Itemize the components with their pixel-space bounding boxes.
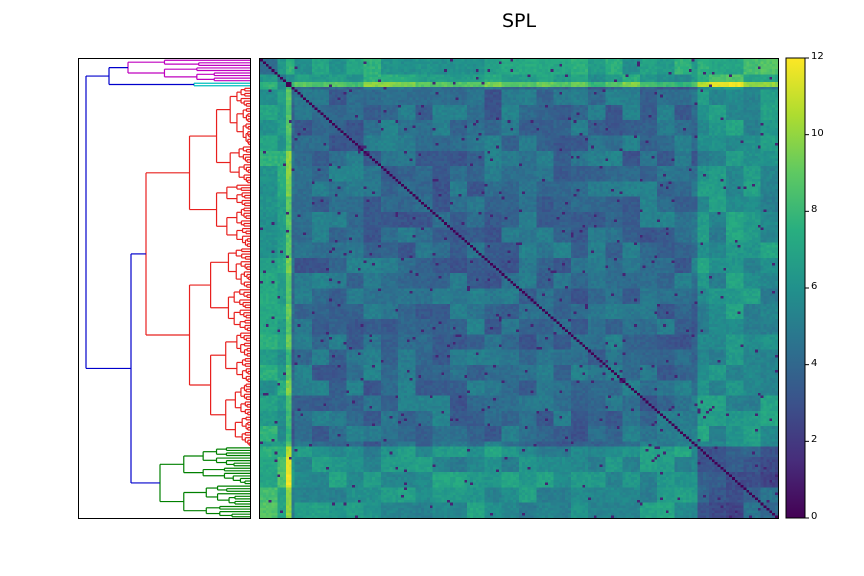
colorbar-tick-label: 2 (811, 434, 818, 446)
colorbar-tick-label: 0 (811, 511, 818, 522)
chart-title: SPL (501, 10, 537, 32)
heatmap-frame (259, 58, 779, 519)
colorbar-tick-label: 4 (811, 357, 818, 369)
colorbar-tick-label: 10 (811, 127, 824, 139)
colorbar-ticks (805, 57, 809, 519)
heatmap-cells (260, 59, 778, 518)
colorbar-tick-label: 12 (811, 51, 824, 62)
heatmap (260, 59, 778, 518)
colorbar (785, 57, 806, 519)
colorbar-tick-label: 6 (811, 281, 818, 292)
dendrogram-frame (78, 58, 251, 519)
colorbar-tick-label: 8 (811, 204, 818, 216)
dendrogram (85, 59, 251, 518)
